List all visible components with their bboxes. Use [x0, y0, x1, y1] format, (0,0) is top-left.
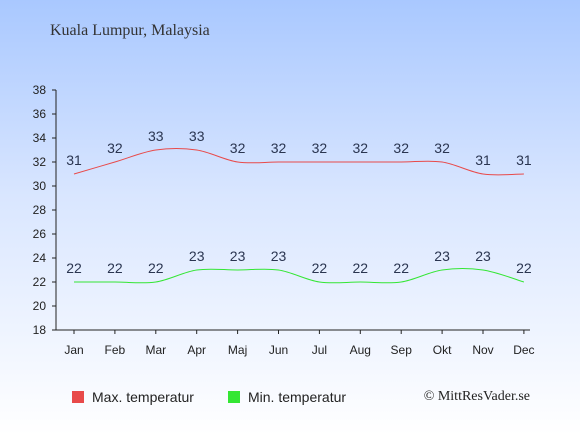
max-temp-data-label: 31	[66, 152, 82, 168]
min-temp-data-label: 22	[393, 260, 409, 276]
legend-max-swatch	[72, 391, 84, 403]
min-temp-data-label: 23	[271, 248, 287, 264]
max-temp-data-label: 32	[434, 140, 450, 156]
min-temp-data-label: 23	[230, 248, 246, 264]
max-temp-data-label: 32	[271, 140, 287, 156]
min-temp-data-label: 23	[434, 248, 450, 264]
min-temp-data-label: 23	[189, 248, 205, 264]
y-tick-label: 32	[33, 155, 47, 169]
min-temp-data-label: 22	[516, 260, 532, 276]
x-tick-label: Dec	[513, 343, 534, 357]
credit-text: © MittResVader.se	[423, 389, 530, 404]
legend-max: Max. temperatur	[72, 389, 194, 405]
min-temp-data-label: 22	[148, 260, 164, 276]
min-temp-data-label: 22	[312, 260, 328, 276]
legend-min: Min. temperatur	[228, 389, 346, 405]
max-temp-line	[73, 148, 524, 176]
chart-title: Kuala Lumpur, Malaysia	[50, 22, 210, 39]
x-tick-label: Aug	[350, 343, 371, 357]
y-tick-label: 24	[33, 251, 47, 265]
y-tick-label: 36	[33, 107, 47, 121]
y-tick-label: 30	[33, 179, 47, 193]
y-tick-label: 26	[33, 227, 47, 241]
min-temp-data-label: 23	[475, 248, 491, 264]
min-temp-data-label: 22	[107, 260, 123, 276]
max-temp-data-label: 31	[475, 152, 491, 168]
min-temp-data-label: 22	[353, 260, 369, 276]
max-temp-data-label: 32	[353, 140, 369, 156]
legend-max-label: Max. temperatur	[92, 389, 194, 405]
y-tick-label: 22	[33, 275, 47, 289]
x-tick-label: Sep	[391, 343, 413, 357]
y-tick-label: 18	[33, 323, 47, 337]
y-tick-label: 28	[33, 203, 47, 217]
y-tick-label: 20	[33, 299, 47, 313]
max-temp-data-label: 32	[393, 140, 409, 156]
x-tick-label: Jun	[269, 343, 288, 357]
x-tick-label: Feb	[105, 343, 126, 357]
legend-min-swatch	[228, 391, 240, 403]
max-temp-data-label: 32	[312, 140, 328, 156]
legend-min-label: Min. temperatur	[248, 389, 347, 405]
x-tick-label: Apr	[187, 343, 206, 357]
min-temp-line	[73, 268, 525, 284]
x-tick-label: Nov	[472, 343, 493, 357]
x-tick-label: Jul	[312, 343, 327, 357]
x-tick-label: Mar	[145, 343, 166, 357]
x-tick-label: Maj	[228, 343, 247, 357]
max-temp-data-label: 32	[107, 140, 123, 156]
max-temp-data-label: 33	[189, 128, 205, 144]
x-tick-label: Okt	[433, 343, 452, 357]
y-tick-label: 34	[33, 131, 47, 145]
max-temp-data-label: 32	[230, 140, 246, 156]
min-temp-data-label: 22	[66, 260, 82, 276]
max-temp-data-label: 33	[148, 128, 164, 144]
max-temp-data-label: 31	[516, 152, 532, 168]
y-tick-label: 38	[33, 83, 47, 97]
x-tick-label: Jan	[64, 343, 83, 357]
